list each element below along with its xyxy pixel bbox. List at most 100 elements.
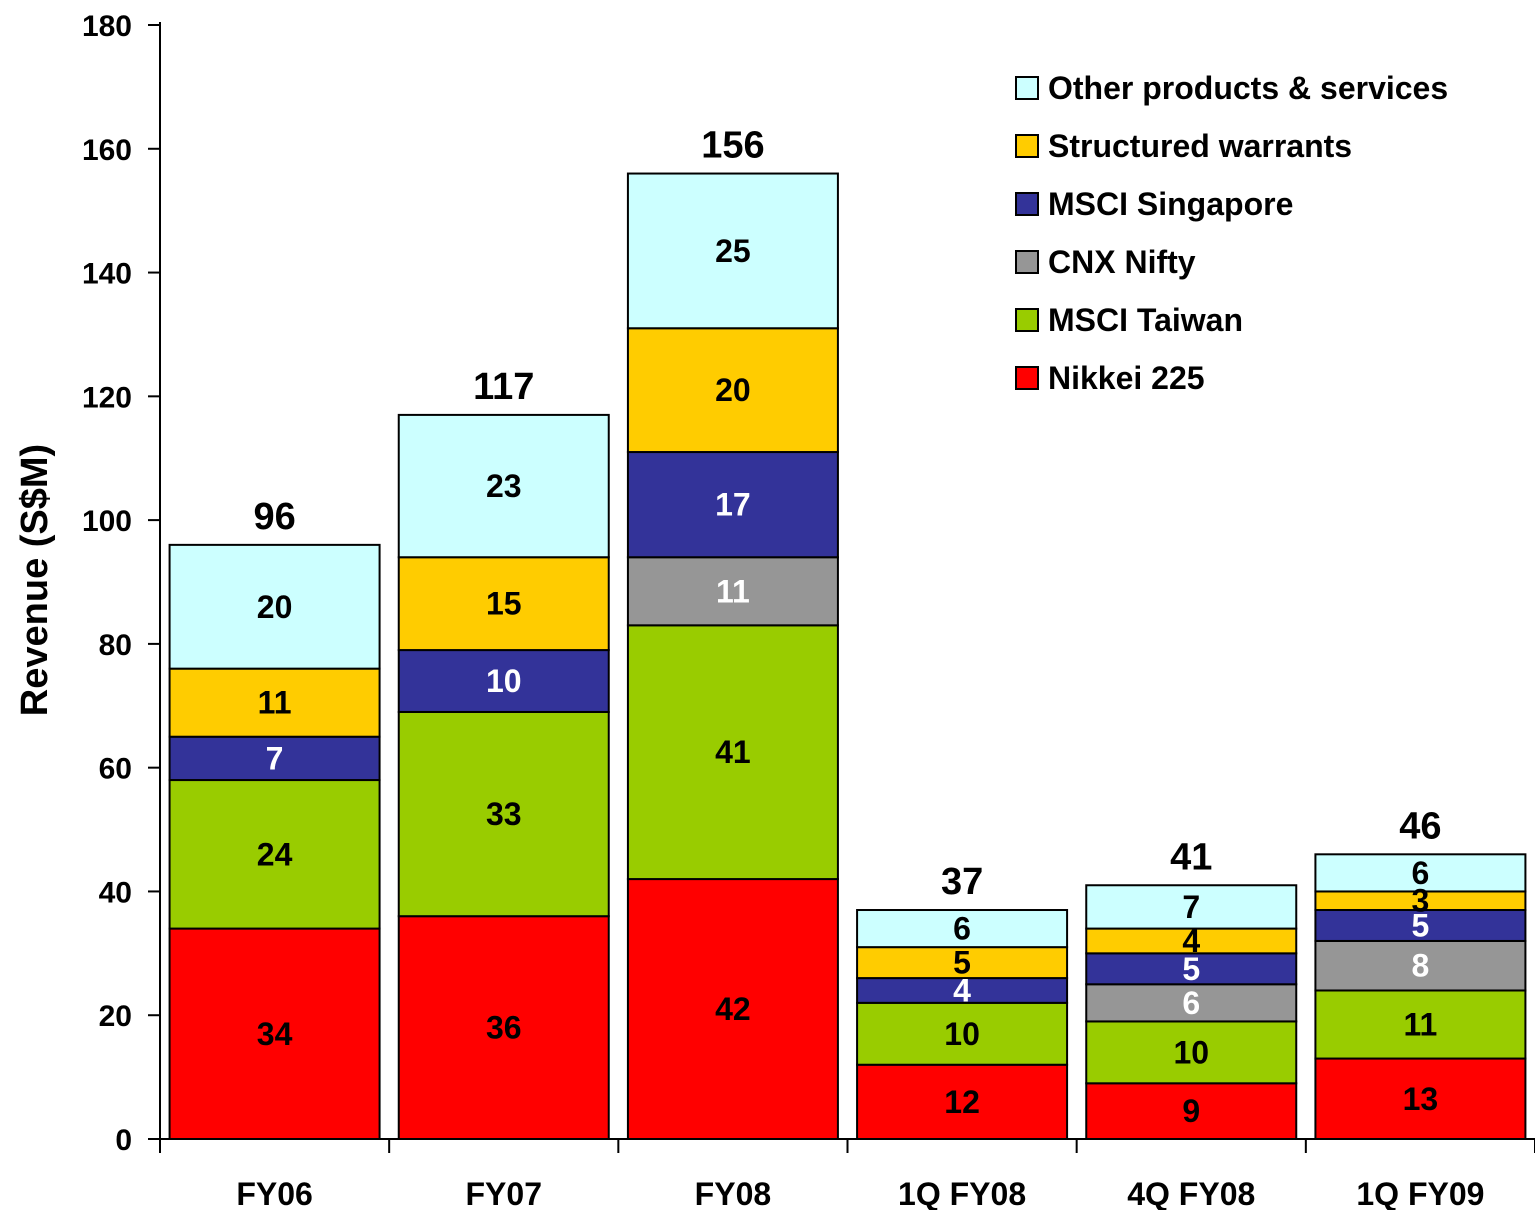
total-label: 46 [1399, 805, 1441, 847]
bar-segment [626, 624, 839, 881]
y-tick-label: 120 [82, 381, 132, 414]
legend-swatch [1015, 250, 1039, 274]
bar-segment [1314, 939, 1527, 992]
bar-segment [1314, 853, 1527, 893]
y-tick-label: 20 [99, 1000, 132, 1033]
bar-segment [1085, 1020, 1298, 1085]
bar-segment [1085, 952, 1298, 986]
data-label: 11 [1404, 1007, 1438, 1043]
bar-segment [626, 172, 839, 330]
legend: Other products & services Structured warr… [1015, 70, 1448, 396]
data-label: 23 [486, 468, 522, 504]
data-label: 4 [953, 972, 971, 1008]
bar-segment [168, 543, 381, 670]
y-tick-label: 160 [82, 134, 132, 167]
bar-segment [1314, 1057, 1527, 1140]
legend-entry: MSCI Taiwan [1048, 302, 1243, 338]
x-tick-label: 4Q FY08 [1127, 1176, 1255, 1210]
data-label: 3 [1412, 883, 1430, 919]
legend-entry: Other products & services [1048, 70, 1448, 106]
y-tick-label: 60 [99, 753, 132, 786]
bar-segment [397, 413, 610, 559]
data-label: 6 [1182, 985, 1200, 1021]
data-label: 6 [1412, 855, 1430, 891]
bar-segment [856, 977, 1069, 1004]
y-tick-label: 180 [82, 10, 132, 43]
data-label: 34 [257, 1016, 293, 1052]
y-axis-title: Revenue (S$M) [14, 444, 56, 716]
data-label: 20 [715, 372, 751, 408]
data-label: 7 [1182, 889, 1200, 925]
bars-layer [168, 172, 1527, 1141]
bar-segment [1314, 989, 1527, 1060]
data-label: 8 [1412, 948, 1430, 984]
legend-entry: Structured warrants [1048, 128, 1352, 164]
bar-segment [397, 556, 610, 652]
y-tick-label: 100 [82, 505, 132, 538]
bar-segment [626, 556, 839, 627]
bar-segment [1085, 884, 1298, 930]
total-label: 96 [253, 496, 295, 538]
labels-layer: 34247112096FY063633101523117FY0742411117… [236, 125, 1484, 1210]
data-label: 6 [953, 911, 971, 947]
y-tick-label: 40 [99, 876, 132, 909]
bar-segment [168, 779, 381, 930]
bar-segment [397, 915, 610, 1141]
bar-segment [856, 1001, 1069, 1066]
axes-layer: 0 20 40 60 80 100 120 140 160 180 [82, 10, 1535, 1157]
legend-entry: MSCI Singapore [1048, 186, 1293, 222]
data-label: 20 [257, 589, 293, 625]
total-label: 41 [1170, 836, 1212, 878]
x-tick-label: FY06 [236, 1176, 312, 1210]
legend-swatch [1015, 366, 1039, 390]
data-label: 25 [715, 233, 751, 269]
data-label: 5 [1412, 907, 1430, 943]
legend-entry: CNX Nifty [1048, 244, 1196, 280]
y-tick-label: 0 [115, 1124, 132, 1157]
data-label: 11 [258, 685, 292, 721]
data-label: 15 [486, 586, 522, 622]
data-label: 5 [953, 945, 971, 981]
legend-swatch [1015, 308, 1039, 332]
data-label: 5 [1182, 951, 1200, 987]
data-label: 41 [715, 734, 751, 770]
data-label: 10 [1173, 1034, 1209, 1070]
bar-segment [626, 327, 839, 454]
data-label: 13 [1403, 1081, 1439, 1117]
bar-segment [1085, 983, 1298, 1023]
legend-swatch [1015, 192, 1039, 216]
data-label: 10 [944, 1016, 980, 1052]
bar-segment [856, 1063, 1069, 1140]
data-label: 11 [716, 573, 750, 609]
x-tick-label: 1Q FY08 [898, 1176, 1026, 1210]
bar-segment [168, 667, 381, 738]
data-label: 10 [486, 663, 522, 699]
bar-segment [397, 710, 610, 918]
data-label: 17 [715, 487, 751, 523]
legend-swatch [1015, 76, 1039, 100]
total-label: 37 [941, 861, 983, 903]
bar-segment [626, 878, 839, 1140]
total-label: 117 [473, 366, 534, 408]
x-tick-label: 1Q FY09 [1356, 1176, 1484, 1210]
x-tick-label: FY07 [466, 1176, 542, 1210]
y-tick-label: 140 [82, 258, 132, 291]
legend-entry: Nikkei 225 [1048, 360, 1205, 396]
bar-segment [856, 909, 1069, 949]
y-tick-label: 80 [99, 629, 132, 662]
data-label: 36 [486, 1010, 522, 1046]
data-label: 42 [715, 991, 751, 1027]
data-label: 24 [257, 836, 293, 872]
total-label: 156 [701, 125, 764, 167]
x-tick-label: FY08 [695, 1176, 771, 1210]
legend-swatch [1015, 134, 1039, 158]
bar-segment [168, 927, 381, 1140]
data-label: 4 [1182, 923, 1200, 959]
data-label: 9 [1182, 1093, 1200, 1129]
bar-segment [397, 649, 610, 713]
data-label: 33 [486, 796, 522, 832]
bar-segment [856, 946, 1069, 980]
data-label: 12 [944, 1084, 980, 1120]
data-label: 7 [266, 740, 284, 776]
